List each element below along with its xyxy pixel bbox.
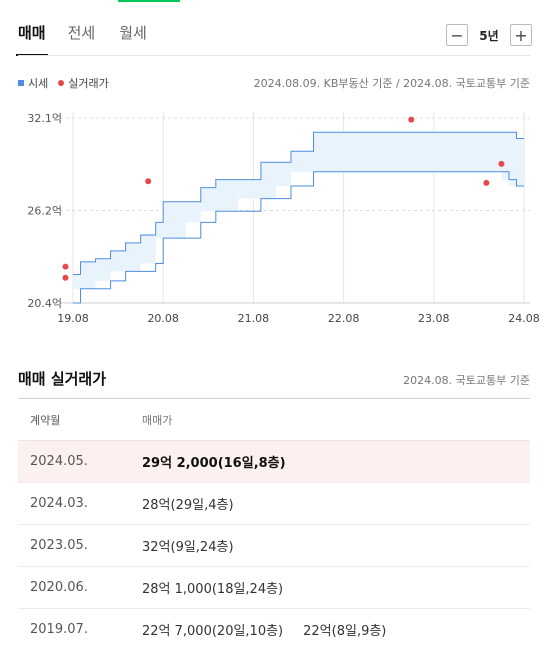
legend-actual-deal: 실거래가 bbox=[68, 77, 109, 90]
deal-prices: 32억(9일,24층) bbox=[142, 536, 530, 555]
deal-month: 2023.05. bbox=[30, 538, 88, 553]
market-price-legend-icon bbox=[18, 80, 24, 86]
market-price-high-line bbox=[73, 131, 524, 276]
actual-deal-point bbox=[145, 178, 152, 185]
deal-row: 2024.05. 29억 2,000(16일,8층) bbox=[18, 441, 530, 483]
deals-table-header: 계약월 매매가 bbox=[18, 399, 530, 441]
period-selector: − 5년 + bbox=[446, 24, 532, 46]
tab-jeonse[interactable]: 전세 bbox=[67, 24, 96, 42]
column-sale-price: 매매가 bbox=[142, 413, 173, 427]
deals-section-title: 매매 실거래가 bbox=[18, 370, 107, 388]
period-minus-button[interactable]: − bbox=[446, 24, 468, 46]
market-price-low-line bbox=[73, 171, 524, 304]
x-tick-label: 23.08 bbox=[418, 312, 450, 325]
deal-prices: 22억 7,000(20일,10층) 22억(8일,9층) bbox=[142, 620, 530, 639]
deal-type-tabs: 매매 전세 월세 bbox=[16, 18, 171, 56]
actual-deal-point bbox=[62, 263, 69, 270]
deal-month: 2020.06. bbox=[30, 580, 88, 595]
x-tick-label: 24.08 bbox=[508, 312, 540, 325]
tab-sale[interactable]: 매매 bbox=[16, 18, 48, 56]
y-tick-label: 32.1억 bbox=[27, 112, 62, 125]
deal-row: 2019.07. 22억 7,000(20일,10층) 22억(8일,9층) bbox=[18, 609, 530, 650]
deal-row: 2023.05. 32억(9일,24층) bbox=[18, 525, 530, 567]
column-contract-month: 계약월 bbox=[30, 413, 61, 427]
market-price-band-area bbox=[73, 132, 524, 303]
tabs-divider bbox=[18, 55, 530, 56]
x-tick-label: 20.08 bbox=[147, 312, 179, 325]
x-tick-label: 19.08 bbox=[57, 312, 89, 325]
price-chart: 32.1억 26.2억 20.4억 19.08 20.08 21.08 22.08 23.08… bbox=[27, 112, 540, 325]
chart-source: 2024.08.09. KB부동산 기준 / 2024.08. 국토교통부 기준 bbox=[253, 77, 530, 90]
period-label: 5년 bbox=[479, 28, 499, 43]
deal-prices: 28억(29일,4층) bbox=[142, 494, 530, 513]
deal-row: 2024.03. 28억(29일,4층) bbox=[18, 483, 530, 525]
deal-month: 2024.03. bbox=[30, 496, 88, 511]
period-plus-button[interactable]: + bbox=[510, 24, 532, 46]
deal-price: 28억 1,000(18일,24층) bbox=[142, 582, 284, 597]
top-accent-bar bbox=[118, 0, 180, 2]
deal-month: 2024.05. bbox=[30, 454, 88, 469]
x-tick-label: 21.08 bbox=[238, 312, 270, 325]
actual-deal-point bbox=[62, 274, 69, 281]
legend-market-price: 시세 bbox=[28, 77, 49, 90]
y-tick-label: 26.2억 bbox=[27, 205, 62, 218]
actual-deal-point bbox=[483, 179, 490, 186]
deal-price: 29억 2,000(16일,8층) bbox=[142, 456, 286, 471]
actual-deal-legend-icon bbox=[58, 80, 65, 86]
deal-price: 22억(8일,9층) bbox=[303, 624, 387, 639]
tab-monthly-rent[interactable]: 월세 bbox=[119, 24, 147, 42]
deal-price: 28억(29일,4층) bbox=[142, 498, 234, 513]
deals-table: 계약월 매매가 2024.05. 29억 2,000(16일,8층) 2024.03… bbox=[18, 398, 530, 650]
chart-legend: 시세 실거래가 bbox=[18, 75, 109, 91]
deal-prices: 29억 2,000(16일,8층) bbox=[142, 452, 530, 471]
deal-price: 32억(9일,24층) bbox=[142, 540, 234, 555]
deals-section-source: 2024.08. 국토교통부 기준 bbox=[403, 374, 530, 387]
deal-row: 2020.06. 28억 1,000(18일,24층) bbox=[18, 567, 530, 609]
actual-deal-point bbox=[498, 160, 505, 167]
deal-month: 2019.07. bbox=[30, 622, 88, 637]
y-tick-label: 20.4억 bbox=[27, 297, 62, 310]
deal-prices: 28억 1,000(18일,24층) bbox=[142, 578, 530, 597]
deal-price: 22억 7,000(20일,10층) bbox=[142, 624, 284, 639]
actual-deal-point bbox=[408, 116, 415, 123]
x-tick-label: 22.08 bbox=[328, 312, 360, 325]
